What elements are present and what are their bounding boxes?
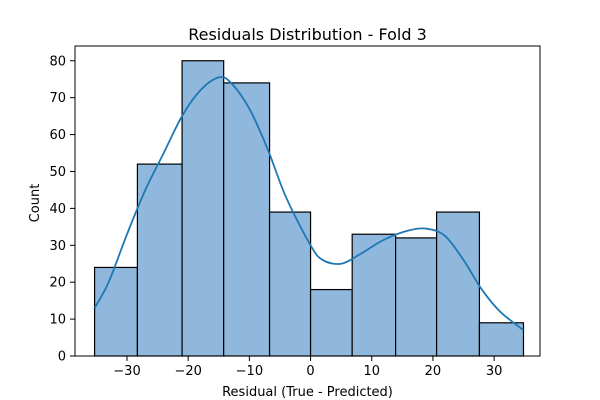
- y-tick-label-5: 40: [49, 202, 66, 217]
- x-tick-label-3: −10: [236, 364, 263, 379]
- histogram-bar-8: [395, 237, 438, 357]
- histogram-bar-3: [181, 60, 225, 357]
- x-tick-label-2: −20: [174, 364, 201, 379]
- x-axis-ticks: −30 −20 −10 0 10 20 30: [113, 356, 502, 379]
- histogram-bar-10: [478, 322, 525, 357]
- y-axis-label: Count: [28, 184, 43, 223]
- y-tick-label-1: 0: [58, 350, 66, 365]
- histogram-bar-6: [309, 288, 353, 357]
- histogram-bar-1: [93, 266, 139, 357]
- histogram-bar-4: [223, 82, 271, 357]
- x-tick-label-4: 0: [306, 364, 314, 379]
- y-tick-label-9: 80: [49, 54, 66, 69]
- kde-curve: [93, 76, 525, 331]
- y-tick-label-3: 20: [49, 276, 66, 291]
- x-tick-label-1: −30: [113, 364, 140, 379]
- histogram-bar-7: [351, 233, 397, 357]
- y-axis-ticks: 0 10 20 30 40 50 60 70 80: [49, 54, 75, 365]
- x-tick-label-5: 10: [363, 364, 380, 379]
- plot-frame: [74, 45, 541, 357]
- x-tick-label-7: 30: [486, 364, 503, 379]
- y-tick-label-2: 10: [49, 313, 66, 328]
- y-tick-label-6: 50: [49, 165, 66, 180]
- histogram-bar-2: [136, 163, 183, 357]
- x-tick-label-6: 20: [425, 364, 442, 379]
- y-tick-label-4: 30: [49, 239, 66, 254]
- chart-title: Residuals Distribution - Fold 3: [188, 25, 427, 44]
- y-tick-label-7: 60: [49, 128, 66, 143]
- axes: [74, 45, 541, 357]
- x-axis-label: Residual (True - Predicted): [222, 385, 393, 400]
- y-tick-label-8: 70: [49, 91, 66, 106]
